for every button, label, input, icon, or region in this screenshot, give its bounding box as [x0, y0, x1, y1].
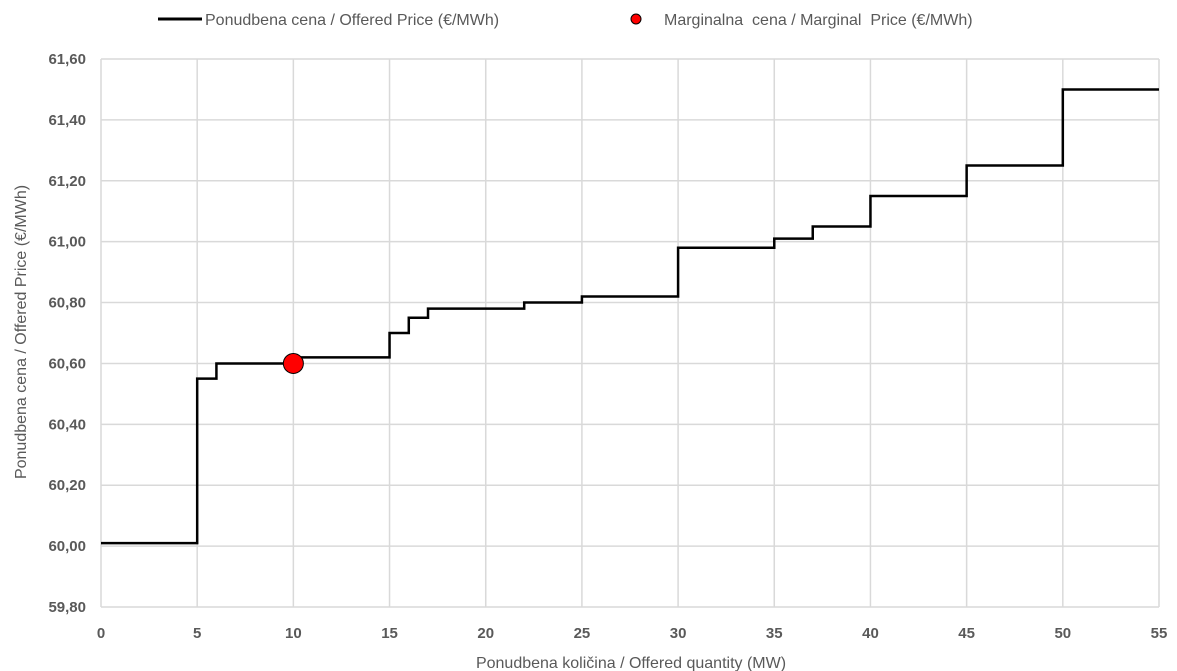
y-tick-label: 59,80 — [48, 599, 86, 616]
marginal-price-markers — [282, 352, 304, 374]
y-tick-label: 60,80 — [48, 295, 86, 312]
x-tick-label: 55 — [1151, 625, 1168, 642]
y-tick-label: 61,60 — [48, 51, 86, 68]
y-tick-label: 60,20 — [48, 477, 86, 494]
x-tick-label: 15 — [381, 625, 398, 642]
x-tick-labels: 0 5 10 15 20 25 30 35 40 45 50 55 — [97, 625, 1168, 642]
y-tick-label: 61,20 — [48, 173, 86, 190]
y-tick-label: 60,60 — [48, 355, 86, 372]
legend-marker-swatch — [630, 13, 642, 25]
grid — [100, 58, 1160, 608]
y-tick-label: 60,00 — [48, 538, 86, 555]
y-tick-label: 61,40 — [48, 112, 86, 129]
x-tick-label: 0 — [97, 625, 105, 642]
x-tick-label: 25 — [574, 625, 591, 642]
legend: Ponudbena cena / Offered Price (€/MWh) M… — [158, 12, 973, 29]
y-tick-label: 60,40 — [48, 416, 86, 433]
y-tick-labels: 59,80 60,00 60,20 60,40 60,60 60,80 61,00 61,20… — [48, 51, 86, 616]
x-tick-label: 45 — [958, 625, 975, 642]
x-tick-label: 20 — [477, 625, 494, 642]
x-axis-title: Ponudbena količina / Offered quantity (M… — [476, 655, 786, 671]
x-tick-label: 50 — [1054, 625, 1071, 642]
x-tick-label: 35 — [766, 625, 783, 642]
x-tick-label: 30 — [670, 625, 687, 642]
legend-label-offered-price: Ponudbena cena / Offered Price (€/MWh) — [205, 12, 499, 29]
legend-label-marginal-price: Marginalna cena / Marginal Price (€/MWh) — [664, 12, 973, 29]
x-tick-label: 5 — [193, 625, 201, 642]
marginal-price-point — [282, 352, 304, 374]
x-tick-label: 40 — [862, 625, 879, 642]
y-axis-title: Ponudbena cena / Offered Price (€/MWh) — [13, 185, 30, 479]
offered-price-step-line — [101, 88, 1159, 545]
x-tick-label: 10 — [285, 625, 302, 642]
y-tick-label: 61,00 — [48, 234, 86, 251]
